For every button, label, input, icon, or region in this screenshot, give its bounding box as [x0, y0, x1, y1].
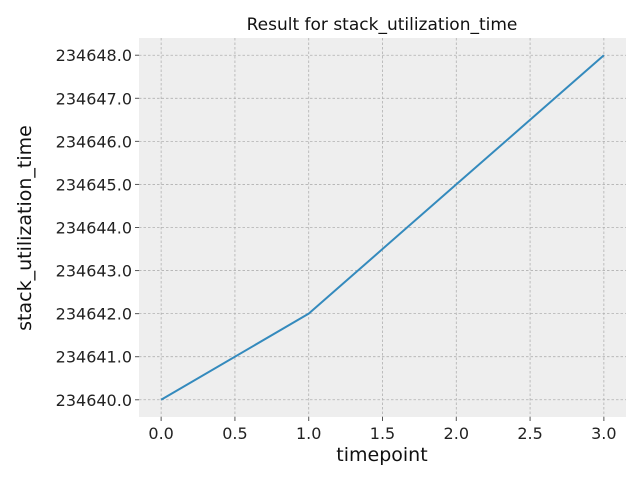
x-tick-label: 3.0 — [591, 424, 616, 443]
x-axis: 0.0 0.5 1.0 1.5 2.0 2.5 3.0 — [148, 417, 617, 443]
series-line-0 — [160, 54, 605, 401]
y-tick-label: 234644.0 — [56, 219, 132, 238]
y-tick-label: 234642.0 — [56, 305, 132, 324]
x-tick-label: 2.5 — [517, 424, 542, 443]
y-tick-label: 234640.0 — [56, 391, 132, 410]
x-axis-title: timepoint — [336, 444, 427, 466]
y-axis-title: stack_utilization_time — [14, 125, 36, 331]
x-tick-label: 1.0 — [296, 424, 321, 443]
series-group — [160, 54, 605, 401]
y-tick-label: 234648.0 — [56, 46, 132, 65]
chart-title: Result for stack_utilization_time — [247, 15, 518, 35]
y-tick-label: 234645.0 — [56, 175, 132, 194]
grid-lines — [139, 38, 626, 417]
x-tick-label: 0.5 — [222, 424, 247, 443]
y-tick-label: 234646.0 — [56, 132, 132, 151]
y-tick-label: 234641.0 — [56, 348, 132, 367]
x-tick-label: 2.0 — [444, 424, 469, 443]
x-tick-label: 1.5 — [370, 424, 395, 443]
y-tick-label: 234643.0 — [56, 262, 132, 281]
y-axis: 234640.0 234641.0 234642.0 234643.0 234644.0… — [56, 46, 139, 410]
y-tick-label: 234647.0 — [56, 89, 132, 108]
x-tick-label: 0.0 — [148, 424, 173, 443]
